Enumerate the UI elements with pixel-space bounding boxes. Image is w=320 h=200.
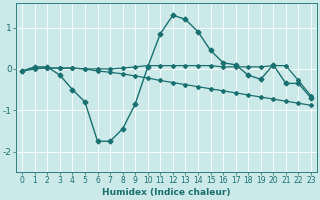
X-axis label: Humidex (Indice chaleur): Humidex (Indice chaleur) <box>102 188 231 197</box>
